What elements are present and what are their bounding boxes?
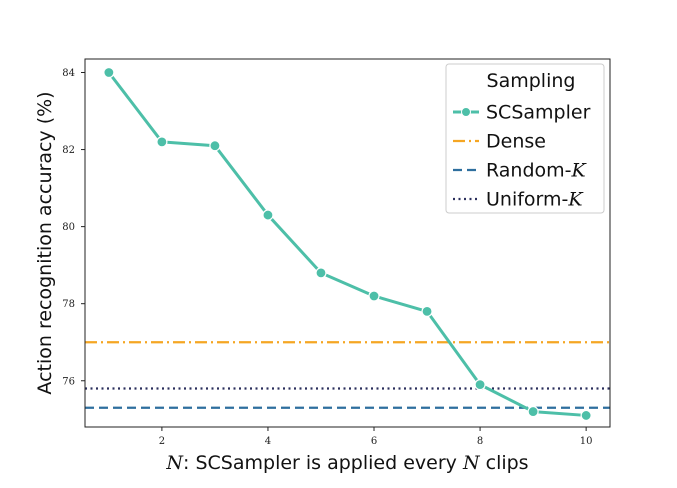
y-tick-label: 84: [62, 68, 75, 79]
scsampler-line: [107, 71, 587, 417]
x-tick-label: 8: [477, 436, 483, 447]
scsampler-point: [527, 405, 539, 418]
x-axis-label-var: N: [165, 452, 184, 474]
x-axis-label: N: SCSampler is applied every N clips: [165, 452, 528, 474]
x-axis-label-text: : SCSampler is applied every: [183, 452, 463, 474]
scsampler-point: [315, 267, 327, 279]
x-axis-label-var2: N: [462, 452, 481, 474]
scsampler-series: [103, 66, 592, 422]
scsampler-point: [368, 290, 380, 302]
legend-marker: [461, 107, 471, 117]
scsampler-point: [474, 379, 486, 391]
reference-lines: [85, 341, 610, 409]
y-tick-label: 78: [62, 299, 75, 310]
y-axis-label: Action recognition accuracy (%): [34, 91, 56, 394]
y-tick-label: 82: [62, 145, 75, 156]
y-tick-label: 80: [62, 222, 75, 233]
legend-label: Random-K: [486, 160, 588, 182]
scsampler-point: [421, 305, 433, 317]
scsampler-point: [156, 136, 168, 148]
x-axis-label-end: clips: [480, 452, 529, 474]
y-tick-label: 76: [62, 376, 75, 387]
plot-frame: [84, 58, 611, 428]
x-tick-label: 6: [371, 436, 377, 447]
x-tick-label: 2: [159, 436, 165, 447]
x-tick-label: 10: [580, 436, 593, 447]
legend-box: [445, 63, 605, 214]
legend: Sampling SCSampler Dense Random-K Uniform-K: [445, 63, 605, 214]
x-tick-label: 4: [265, 436, 271, 447]
legend-label: SCSampler: [486, 102, 591, 124]
legend-label: Dense: [486, 131, 546, 153]
scsampler-point: [103, 66, 115, 79]
scsampler-point: [580, 409, 592, 422]
legend-title: Sampling: [487, 70, 576, 92]
x-axis-ticks: 2 4 6 8 10: [159, 427, 593, 447]
y-axis-ticks: 76 78 80 82 84: [62, 68, 85, 387]
legend-label: Uniform-K: [486, 189, 584, 211]
scsampler-point: [209, 140, 221, 152]
scsampler-point: [262, 209, 274, 221]
